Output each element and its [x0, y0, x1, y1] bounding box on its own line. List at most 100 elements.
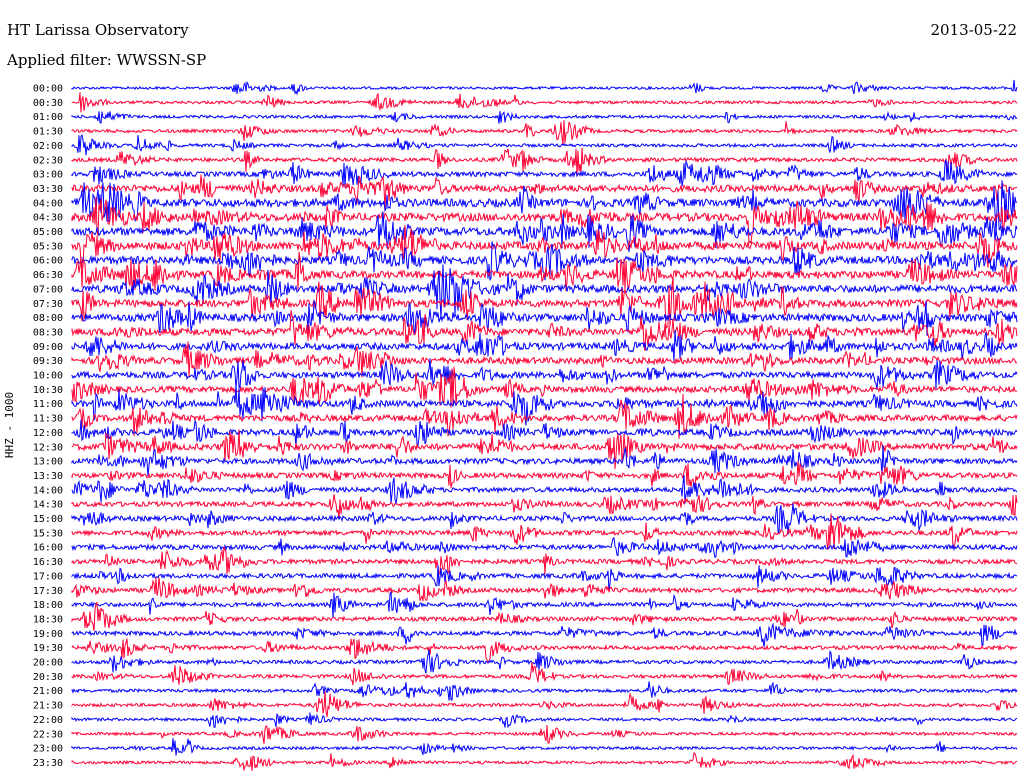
- date-label: 2013-05-22: [930, 21, 1017, 39]
- row-time-label: 00:30: [33, 98, 63, 109]
- trace-row-2030: [71, 662, 1018, 686]
- trace-row-1030: [71, 366, 1018, 408]
- row-time-label: 21:30: [33, 701, 63, 712]
- row-time-label: 15:00: [33, 514, 63, 525]
- trace-row-1700: [71, 565, 1018, 592]
- row-time-label: 02:30: [33, 155, 63, 166]
- trace-row-0900: [71, 330, 1018, 362]
- row-time-label: 10:00: [33, 371, 63, 382]
- trace-row-2000: [71, 649, 1018, 674]
- trace-row-2330: [71, 751, 1018, 771]
- row-time-label: 05:00: [33, 227, 63, 238]
- row-time-label: 21:00: [33, 686, 63, 697]
- row-time-label: 17:30: [33, 586, 63, 597]
- row-time-label: 08:30: [33, 327, 63, 338]
- trace-row-0200: [71, 134, 1018, 156]
- trace-row-1200: [71, 419, 1018, 448]
- trace-row-1130: [71, 393, 1018, 439]
- row-time-label: 12:00: [33, 428, 63, 439]
- row-time-label: 13:00: [33, 457, 63, 468]
- row-time-label: 04:30: [33, 213, 63, 224]
- row-time-label: 17:00: [33, 571, 63, 582]
- trace-row-2130: [71, 691, 1018, 718]
- row-time-label: 06:00: [33, 256, 63, 267]
- trace-row-0230: [71, 147, 1018, 177]
- row-time-label: 03:00: [33, 170, 63, 181]
- row-time-label: 03:30: [33, 184, 63, 195]
- trace-row-1330: [71, 461, 1018, 489]
- row-time-label: 22:30: [33, 729, 63, 740]
- trace-row-0800: [71, 299, 1018, 337]
- trace-row-1230: [71, 429, 1018, 470]
- trace-row-0100: [71, 110, 1018, 124]
- trace-row-1500: [71, 503, 1018, 535]
- row-time-label: 11:30: [33, 414, 63, 425]
- trace-row-1400: [71, 474, 1018, 504]
- trace-row-1730: [71, 577, 1018, 602]
- row-time-label: 09:00: [33, 342, 63, 353]
- row-time-label: 18:30: [33, 614, 63, 625]
- trace-row-0430: [71, 196, 1018, 245]
- row-time-label: 13:30: [33, 471, 63, 482]
- trace-row-1600: [71, 536, 1018, 559]
- row-time-label: 20:30: [33, 672, 63, 683]
- row-time-label: 06:30: [33, 270, 63, 281]
- row-time-label: 02:00: [33, 141, 63, 152]
- row-time-label: 16:30: [33, 557, 63, 568]
- trace-row-0700: [71, 264, 1018, 320]
- row-time-label: 00:00: [33, 84, 63, 95]
- trace-row-0030: [71, 92, 1018, 113]
- trace-row-0000: [71, 79, 1018, 96]
- row-time-label: 04:00: [33, 198, 63, 209]
- row-time-label: 01:00: [33, 112, 63, 123]
- row-time-label: 19:00: [33, 629, 63, 640]
- trace-row-0300: [71, 159, 1018, 188]
- row-time-label: 11:00: [33, 399, 63, 410]
- trace-row-0600: [71, 241, 1018, 281]
- row-time-label: 05:30: [33, 241, 63, 252]
- row-time-label: 19:30: [33, 643, 63, 654]
- trace-row-0730: [71, 277, 1018, 330]
- row-time-label: 14:00: [33, 485, 63, 496]
- traces: [71, 79, 1018, 771]
- row-time-label: 16:00: [33, 543, 63, 554]
- trace-row-2230: [71, 725, 1018, 744]
- row-time-label: 07:30: [33, 299, 63, 310]
- trace-row-2300: [71, 738, 1018, 756]
- filter-label: Applied filter: WWSSN-SP: [7, 51, 207, 69]
- row-time-label: 07:00: [33, 284, 63, 295]
- row-time-label: 08:00: [33, 313, 63, 324]
- row-time-label: 14:30: [33, 500, 63, 511]
- row-time-label: 18:00: [33, 600, 63, 611]
- trace-row-1630: [71, 546, 1017, 576]
- trace-row-1900: [71, 622, 1018, 647]
- row-time-label: 09:30: [33, 356, 63, 367]
- trace-row-0630: [71, 251, 1018, 292]
- trace-row-0930: [71, 341, 1018, 378]
- trace-row-1800: [71, 590, 1018, 618]
- row-labels: 00:00 00:30 01:00 01:30 02:00 02:30 03:00 03:30…: [33, 84, 63, 769]
- trace-row-0400: [71, 180, 1018, 235]
- row-time-label: 15:30: [33, 528, 63, 539]
- row-time-label: 12:30: [33, 442, 63, 453]
- trace-row-1430: [71, 494, 1018, 519]
- row-time-label: 23:00: [33, 744, 63, 755]
- row-time-label: 10:30: [33, 385, 63, 396]
- station-title: HT Larissa Observatory: [7, 21, 189, 39]
- row-time-label: 23:30: [33, 758, 63, 769]
- trace-row-1300: [71, 445, 1018, 477]
- trace-row-1530: [71, 513, 1018, 551]
- row-time-label: 22:00: [33, 715, 63, 726]
- trace-row-1930: [71, 638, 1018, 665]
- trace-row-0830: [71, 310, 1018, 351]
- trace-row-2100: [71, 681, 1018, 701]
- trace-row-0130: [71, 120, 1018, 145]
- trace-row-1000: [71, 358, 1018, 390]
- trace-row-1830: [71, 601, 1018, 631]
- row-time-label: 01:30: [33, 127, 63, 138]
- trace-row-2200: [71, 712, 1018, 729]
- row-time-label: 20:00: [33, 658, 63, 669]
- trace-row-0330: [71, 174, 1018, 211]
- trace-row-0530: [71, 224, 1018, 269]
